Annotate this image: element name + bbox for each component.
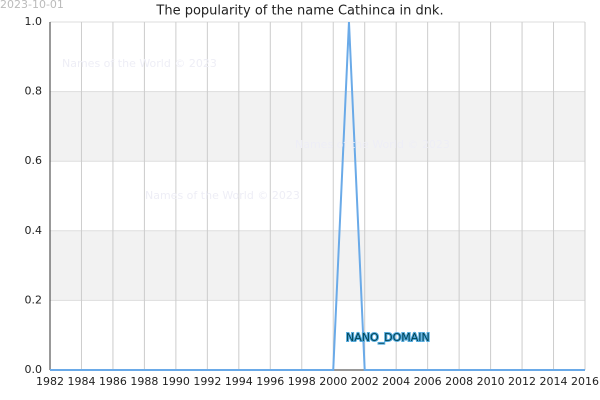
chart-title: The popularity of the name Cathinca in d…	[155, 4, 443, 19]
x-tick-label: 2004	[382, 375, 410, 388]
x-tick-label: 2010	[477, 375, 505, 388]
watermark: Names of the World © 2023	[145, 189, 300, 202]
x-tick-label: 1988	[130, 375, 158, 388]
x-tick-label: 1998	[288, 375, 316, 388]
watermark: Names of the World © 2023	[295, 138, 450, 151]
x-tick-label: 2008	[445, 375, 473, 388]
date-stamp: 2023-10-01	[0, 0, 64, 11]
x-tick-label: 1984	[67, 375, 95, 388]
line-series	[50, 21, 585, 371]
y-tick-label: 0.0	[25, 363, 43, 376]
x-tick-label: 1986	[99, 375, 127, 388]
x-tick-label: 2002	[351, 375, 379, 388]
y-tick-label: 0.6	[25, 154, 43, 167]
x-tick-label: 1982	[36, 375, 64, 388]
grid-band	[50, 230, 585, 301]
watermark: Names of the World © 2023	[62, 57, 217, 70]
grid-band	[50, 91, 585, 162]
x-tick-label: 2006	[414, 375, 442, 388]
x-tick-label: 2000	[319, 375, 347, 388]
x-tick-label: 1992	[193, 375, 221, 388]
y-tick-label: 1.0	[25, 15, 43, 28]
x-tick-label: 1994	[225, 375, 253, 388]
x-tick-label: 2016	[571, 375, 599, 388]
domain-label: NANO_DOMAIN	[346, 331, 430, 344]
y-tick-label: 0.2	[25, 293, 43, 306]
x-tick-label: 2012	[508, 375, 536, 388]
x-tick-label: 1990	[162, 375, 190, 388]
x-tick-label: 1996	[256, 375, 284, 388]
x-tick-label: 2014	[540, 375, 568, 388]
y-tick-label: 0.4	[25, 224, 43, 237]
y-tick-label: 0.8	[25, 85, 43, 98]
